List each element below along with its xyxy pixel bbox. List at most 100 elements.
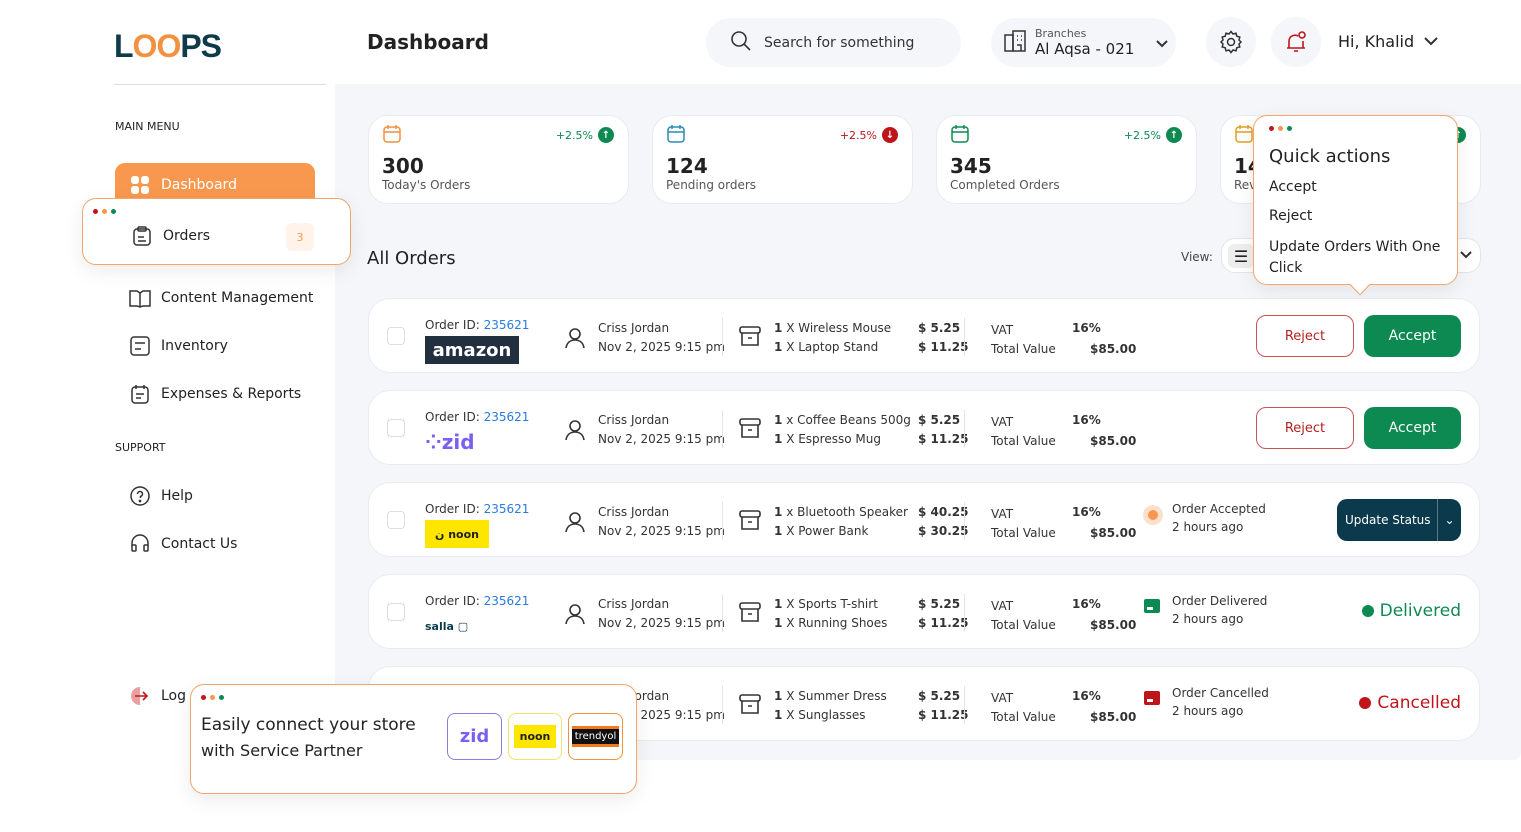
- stat-card: +2.5% ↑ 345 Completed Orders: [936, 115, 1197, 204]
- sidebar-item-expenses-reports[interactable]: Expenses & Reports: [115, 372, 315, 416]
- item-2-price: $ 11.25: [918, 432, 969, 446]
- partner-line-1: Easily connect your store: [201, 715, 416, 735]
- greeting: Hi, Khalid: [1338, 32, 1415, 51]
- partner-trendyol[interactable]: trendyol: [568, 713, 623, 760]
- item-2: 1 X Running Shoes: [774, 616, 888, 630]
- orders-menu-highlight[interactable]: Orders 3: [82, 198, 351, 265]
- partner-noon[interactable]: noon: [508, 713, 562, 760]
- search-placeholder: Search for something: [764, 34, 915, 51]
- item-2: 1 X Laptop Stand: [774, 340, 879, 354]
- order-row[interactable]: Order ID: 235621 ن noon Criss Jordan Nov…: [368, 482, 1480, 557]
- vat-label: VAT: [991, 599, 1014, 613]
- stat-label: Today's Orders: [382, 178, 471, 192]
- arrow-up-icon: ↑: [1166, 127, 1182, 143]
- row-checkbox[interactable]: [387, 603, 405, 621]
- order-id: Order ID: 235621: [425, 594, 530, 608]
- user-menu[interactable]: Hi, Khalid: [1338, 32, 1438, 51]
- order-id-link[interactable]: 235621: [483, 502, 530, 516]
- branch-selector[interactable]: Branches Al Aqsa - 021: [991, 18, 1176, 67]
- final-status-badge: Delivered: [1361, 601, 1461, 621]
- search-input[interactable]: Search for something: [706, 18, 961, 67]
- view-label: View:: [1181, 250, 1213, 264]
- sidebar-item-label: Inventory: [161, 338, 228, 354]
- service-partner-popup: Easily connect your store with Service P…: [190, 684, 637, 794]
- building-icon: [1003, 29, 1027, 57]
- total-value: $85.00: [1090, 342, 1137, 356]
- total-label: Total Value: [991, 434, 1056, 448]
- update-status-button[interactable]: Update Status ⌄: [1337, 499, 1461, 541]
- chevron-down-icon: [1424, 37, 1438, 46]
- stat-change: +2.5% ↑: [1124, 127, 1182, 143]
- total-value: $85.00: [1090, 434, 1137, 448]
- status-text: Order Accepted: [1172, 502, 1266, 516]
- sidebar-item-contact-us[interactable]: Contact Us: [115, 522, 315, 566]
- sidebar-item-inventory[interactable]: Inventory: [115, 324, 315, 368]
- logout-icon: [129, 685, 151, 707]
- divider: [722, 502, 723, 540]
- vat-value: 16%: [1072, 413, 1101, 427]
- divider: [964, 410, 965, 448]
- stat-change: +2.5% ↓: [840, 127, 898, 143]
- order-id: Order ID: 235621: [425, 502, 530, 516]
- quick-action-reject[interactable]: Reject: [1269, 208, 1313, 224]
- sidebar-item-help[interactable]: Help: [115, 474, 315, 518]
- divider: [722, 594, 723, 632]
- item-1: 1 x Coffee Beans 500g: [774, 413, 911, 427]
- list-view-icon[interactable]: ☰: [1228, 244, 1254, 268]
- total-value: $85.00: [1090, 710, 1137, 724]
- user-icon: [565, 328, 585, 349]
- sidebar-item-logout[interactable]: Log: [115, 674, 315, 718]
- quick-action-update[interactable]: Update Orders With One Click: [1269, 239, 1441, 276]
- total-label: Total Value: [991, 618, 1056, 632]
- sidebar-item-content-management[interactable]: Content Management: [115, 276, 315, 320]
- sidebar-item-label: Contact Us: [161, 536, 238, 552]
- order-id-link[interactable]: 235621: [483, 318, 530, 332]
- stat-label: Completed Orders: [950, 178, 1060, 192]
- divider: [964, 686, 965, 724]
- settings-button[interactable]: [1206, 17, 1256, 67]
- order-row[interactable]: Order ID: 235621 ⁘zid Criss Jordan Nov 2…: [368, 390, 1480, 465]
- order-row[interactable]: Order ID: 235621 salla ▢ Criss Jordan No…: [368, 574, 1480, 649]
- sidebar-item-orders[interactable]: Orders: [163, 228, 211, 244]
- total-label: Total Value: [991, 342, 1056, 356]
- inventory-icon: [129, 335, 151, 357]
- box-icon: [739, 510, 761, 530]
- window-dots: [1269, 126, 1292, 131]
- accept-button[interactable]: Accept: [1364, 315, 1461, 357]
- row-checkbox[interactable]: [387, 327, 405, 345]
- calendar-icon: [383, 125, 401, 143]
- chevron-down-icon: [1156, 33, 1169, 52]
- stat-value: 124: [666, 154, 708, 178]
- item-2-price: $ 11.25: [918, 708, 969, 722]
- clock-icon: [667, 125, 685, 143]
- arrow-up-icon: ↑: [598, 127, 614, 143]
- total-label: Total Value: [991, 526, 1056, 540]
- reject-button[interactable]: Reject: [1256, 315, 1354, 357]
- item-1-price: $ 5.25: [918, 597, 961, 611]
- order-id-link[interactable]: 235621: [483, 410, 530, 424]
- sidebar-item-label: Help: [161, 488, 193, 504]
- branch-value: Al Aqsa - 021: [1035, 40, 1135, 58]
- status-time: 2 hours ago: [1172, 520, 1244, 534]
- quick-action-accept[interactable]: Accept: [1269, 179, 1317, 195]
- logo[interactable]: LOOPS: [114, 28, 222, 64]
- reject-button[interactable]: Reject: [1256, 407, 1354, 449]
- quick-actions-popup: Quick actions Accept Reject Update Order…: [1253, 115, 1458, 296]
- divider: [722, 410, 723, 448]
- notifications-button[interactable]: [1271, 17, 1321, 67]
- item-1: 1 X Summer Dress: [774, 689, 887, 703]
- order-row[interactable]: Order ID: 235621 amazon Criss Jordan Nov…: [368, 298, 1480, 373]
- order-id-link[interactable]: 235621: [483, 594, 530, 608]
- report-icon: [129, 383, 151, 405]
- order-date: Nov 2, 2025 9:15 pm: [598, 524, 725, 538]
- sidebar-item-label: Content Management: [161, 290, 314, 306]
- partner-zid[interactable]: zid: [447, 713, 502, 760]
- item-2-price: $ 30.25: [918, 524, 969, 538]
- accept-button[interactable]: Accept: [1364, 407, 1461, 449]
- row-checkbox[interactable]: [387, 419, 405, 437]
- clipboard-icon: [131, 225, 153, 247]
- row-checkbox[interactable]: [387, 511, 405, 529]
- total-value: $85.00: [1090, 526, 1137, 540]
- headset-icon: [129, 533, 151, 555]
- stat-change: +2.5% ↑: [556, 127, 614, 143]
